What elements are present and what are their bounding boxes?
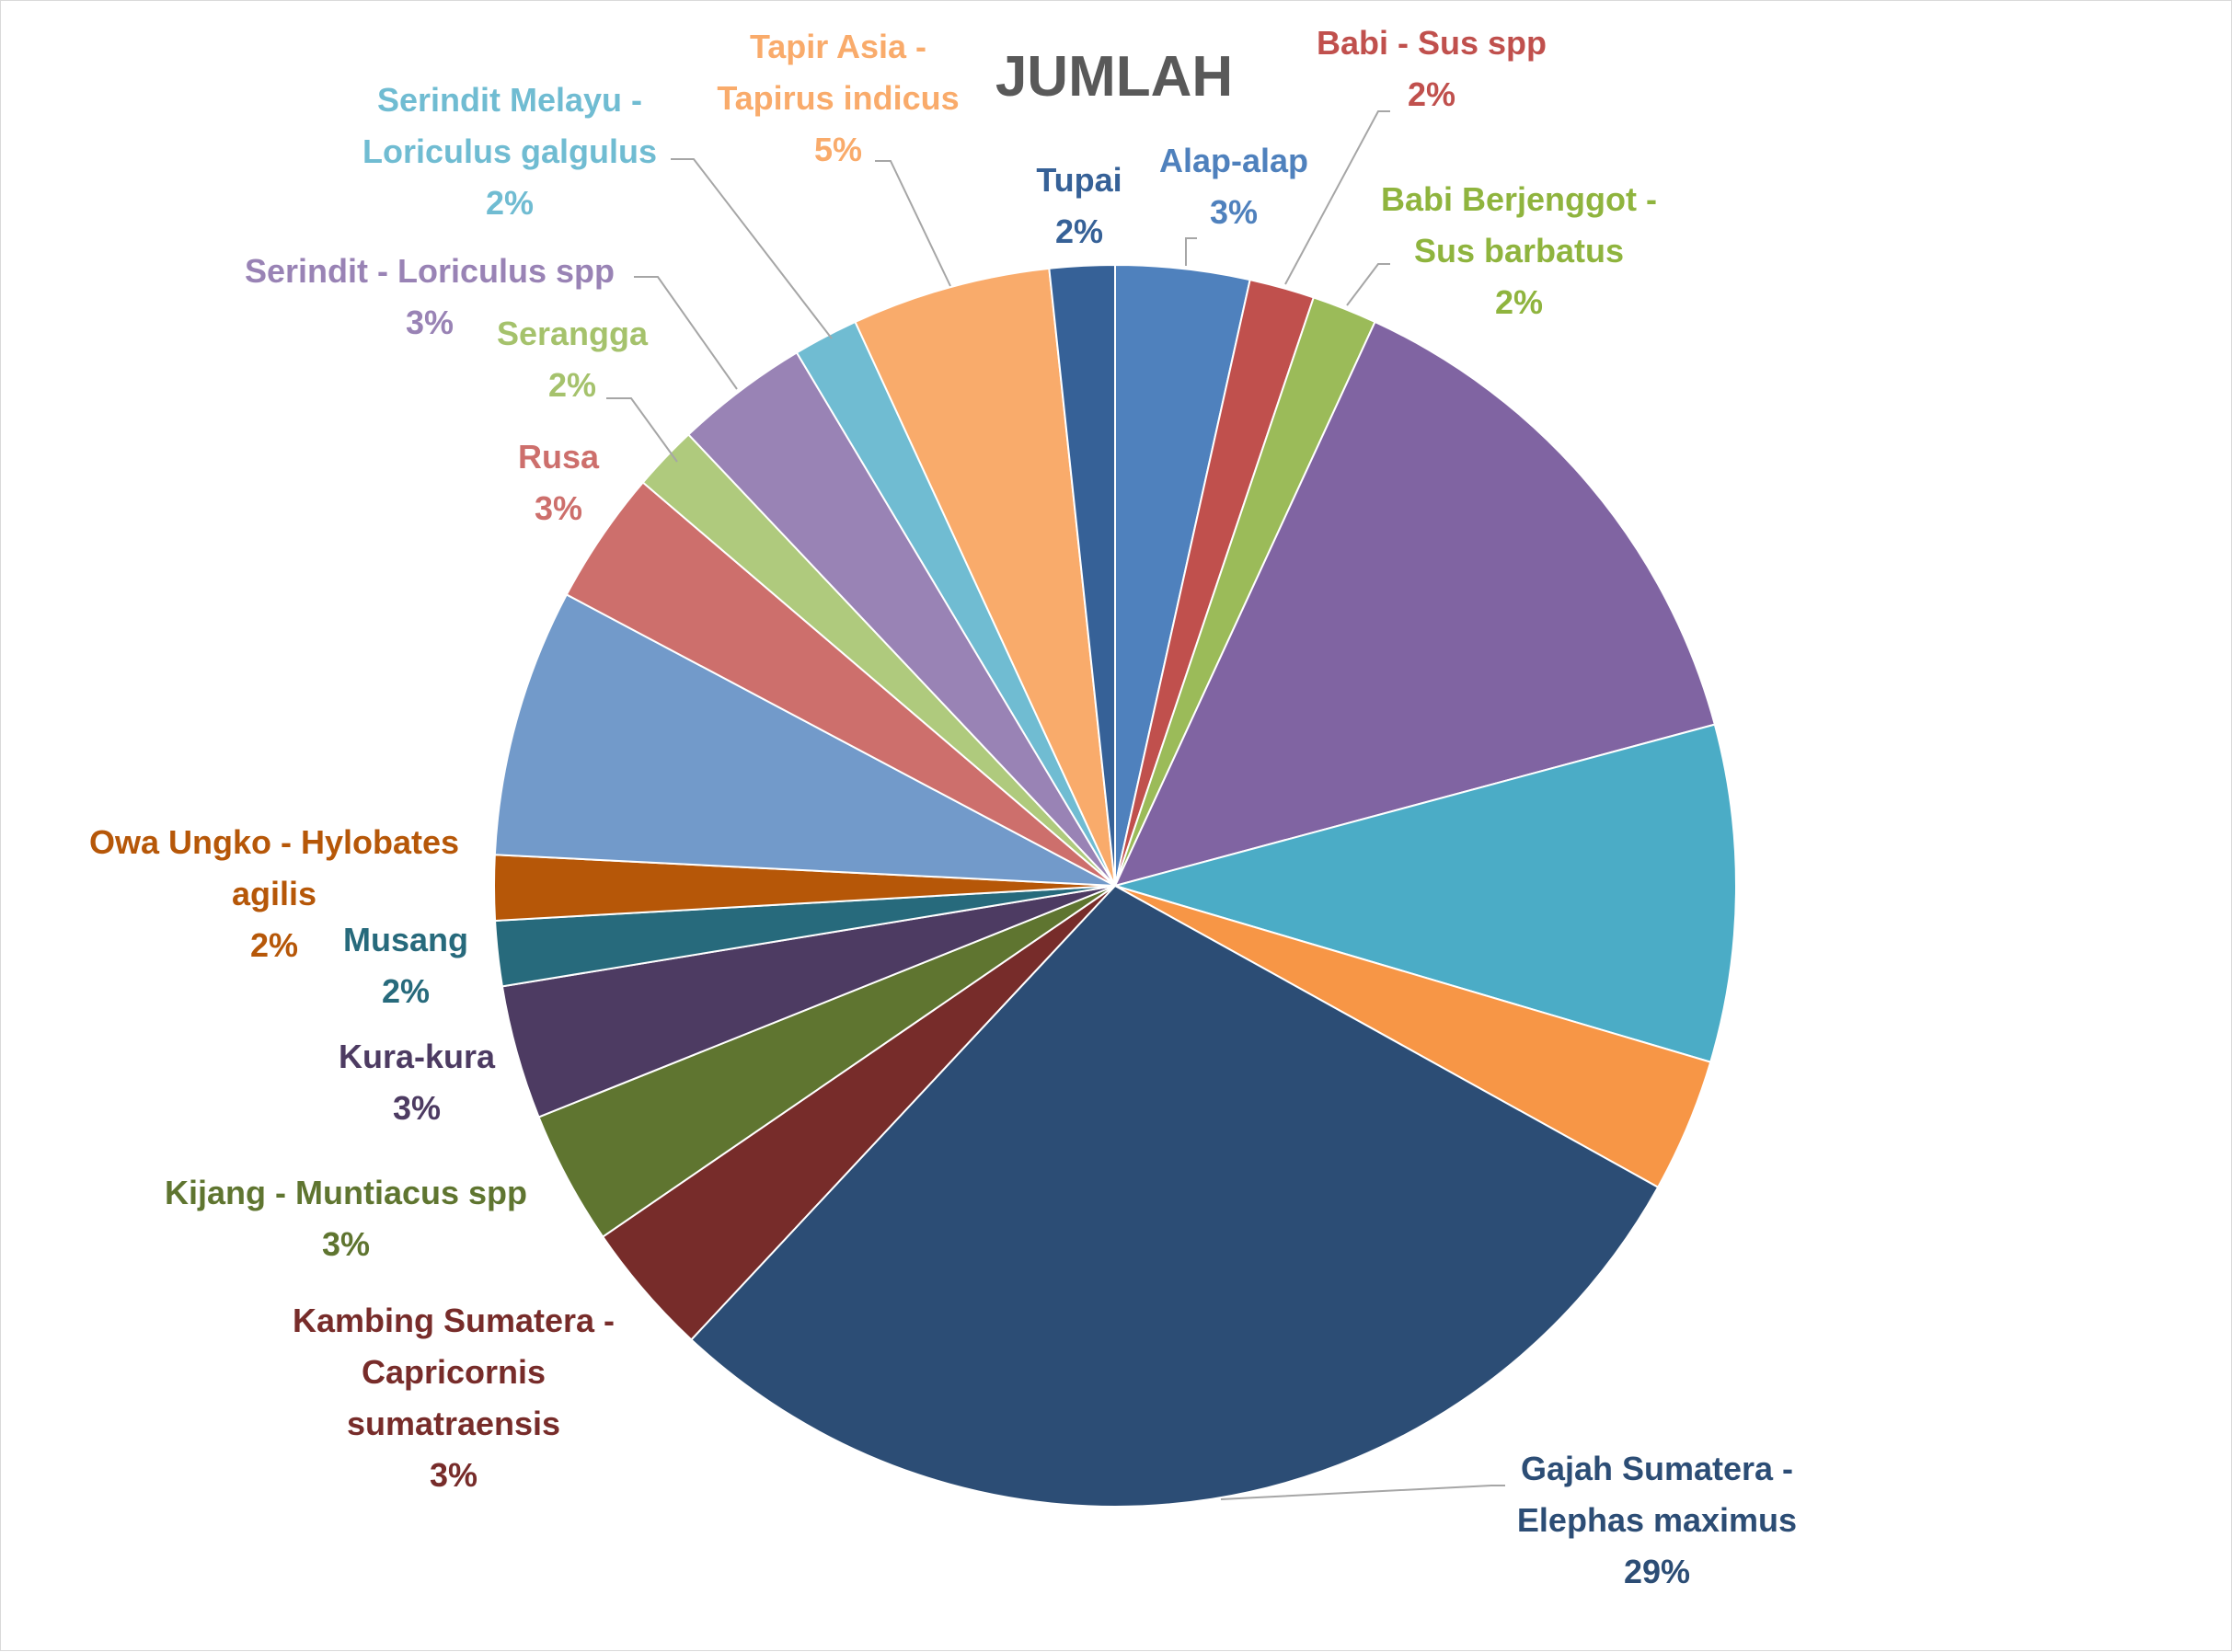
data-label-percent: 3%: [1210, 193, 1258, 231]
leader-lines: [606, 110, 1505, 1500]
data-label-category: Serangga: [497, 315, 649, 352]
leader-line: [1220, 1485, 1505, 1500]
data-label-category: Serindit - Loriculus spp: [245, 252, 615, 290]
data-label-category: Kura-kura: [339, 1038, 496, 1075]
data-label-percent: 29%: [1624, 1553, 1690, 1590]
data-label-category: Loriculus galgulus: [362, 132, 657, 170]
leader-line: [875, 160, 951, 287]
data-label: Rusa 3%: [518, 438, 600, 527]
data-label-category: Gajah Sumatera -: [1521, 1450, 1793, 1487]
leader-line: [1346, 263, 1390, 306]
data-label: Babi - Sus spp 2%: [1317, 24, 1547, 113]
data-label-percent: 2%: [1055, 212, 1103, 250]
data-label-category: Babi Berjenggot -: [1381, 180, 1657, 218]
data-label: Kijang - Muntiacus spp 3%: [165, 1174, 527, 1263]
data-label: Musang 2%: [343, 921, 468, 1010]
data-label-category: agilis: [232, 875, 316, 912]
pie-slice: [1113, 320, 1717, 888]
data-label-category: Tapirus indicus: [717, 79, 959, 117]
leader-line: [1185, 237, 1197, 266]
data-label-percent: 3%: [393, 1089, 441, 1127]
data-label-category: Elephas maximus: [1517, 1501, 1797, 1539]
data-label-category: Capricornis: [362, 1353, 546, 1391]
data-label-category: Serindit Melayu -: [377, 81, 642, 119]
data-label-percent: 3%: [322, 1225, 370, 1263]
data-label-category: Babi - Sus spp: [1317, 24, 1547, 62]
data-label-percent: 2%: [382, 972, 430, 1010]
data-label: Serindit Melayu - Loriculus galgulus 2%: [362, 81, 657, 222]
data-label-category: sumatraensis: [347, 1405, 560, 1442]
leader-line: [671, 158, 833, 339]
data-label: Serindit - Loriculus spp 3%: [245, 252, 615, 341]
data-label: Kambing Sumatera - Capricornis sumatraensi…: [293, 1302, 615, 1494]
pie-slice: [493, 593, 1116, 887]
pie-slice: [1111, 723, 1737, 1063]
data-label-percent: 2%: [1408, 75, 1455, 113]
data-label: Tupai 2%: [1036, 161, 1122, 250]
data-label-category: Tapir Asia -: [750, 28, 926, 65]
chart-title: JUMLAH: [995, 45, 1233, 109]
data-label: Serangga 2%: [497, 315, 649, 404]
data-label-percent: 2%: [548, 366, 596, 404]
leader-line: [1284, 110, 1390, 285]
data-label: Gajah Sumatera - Elephas maximus 29%: [1517, 1450, 1797, 1590]
data-label-percent: 2%: [250, 926, 298, 964]
pie-slices: [493, 263, 1737, 1508]
data-label-percent: 3%: [406, 304, 454, 341]
data-label-category: Kambing Sumatera -: [293, 1302, 615, 1339]
data-label: Tapir Asia - Tapirus indicus 5%: [717, 28, 959, 168]
data-label-category: Alap-alap: [1159, 142, 1308, 179]
data-label-percent: 3%: [535, 489, 582, 527]
data-label-category: Rusa: [518, 438, 600, 476]
data-label: Kura-kura 3%: [339, 1038, 496, 1127]
data-label-category: Tupai: [1036, 161, 1122, 199]
leader-line: [634, 276, 738, 390]
data-label-percent: 5%: [814, 131, 862, 168]
data-label: Babi Berjenggot - Sus barbatus 2%: [1381, 180, 1657, 321]
data-label-percent: 2%: [486, 184, 534, 222]
data-label-category: Owa Ungko - Hylobates: [89, 823, 459, 861]
data-label: Owa Ungko - Hylobates agilis 2%: [89, 823, 459, 964]
data-label-category: Kijang - Muntiacus spp: [165, 1174, 527, 1211]
data-label-category: Musang: [343, 921, 468, 958]
leader-line: [606, 397, 678, 463]
data-label: Alap-alap 3%: [1159, 142, 1308, 231]
pie-slice: [854, 267, 1116, 887]
data-label-percent: 2%: [1495, 283, 1543, 321]
pie-slice: [1048, 263, 1116, 887]
data-label-category: Sus barbatus: [1414, 232, 1624, 270]
data-label-percent: 3%: [430, 1456, 477, 1494]
pie-slice: [689, 884, 1660, 1508]
